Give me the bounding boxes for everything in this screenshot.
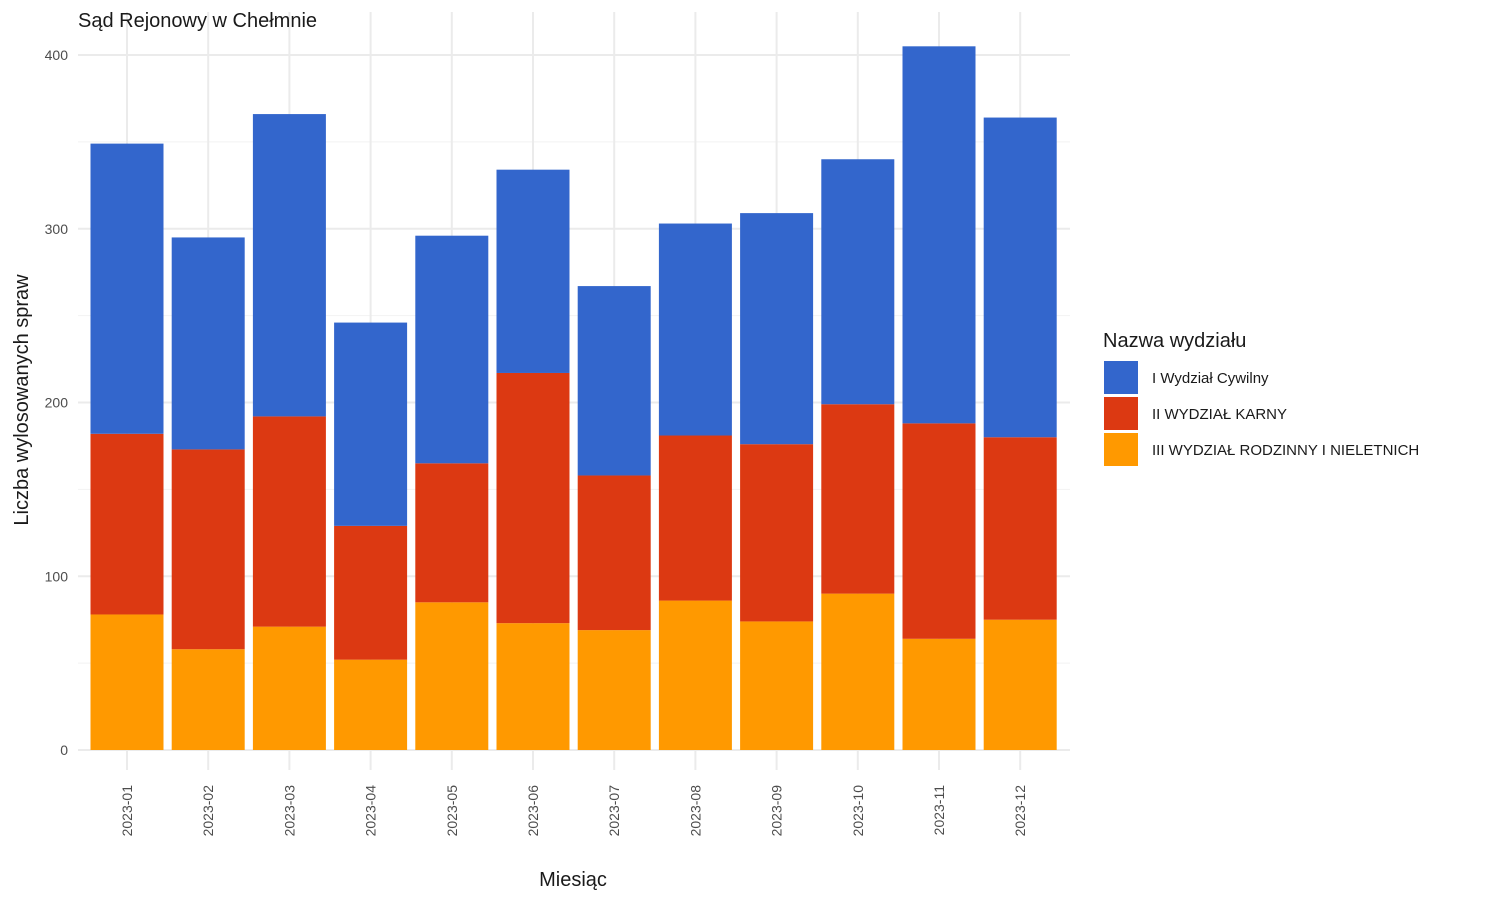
bar-segment — [902, 638, 976, 750]
x-tick-label: 2023-04 — [363, 785, 379, 837]
bar-segment — [90, 143, 164, 434]
y-axis-ticks: 0 100 200 300 400 — [45, 47, 69, 758]
legend-swatch — [1104, 433, 1138, 466]
bar-segment — [171, 649, 245, 750]
x-tick-label: 2023-09 — [769, 785, 785, 837]
bar-segment — [821, 159, 895, 405]
bar-segment — [983, 117, 1057, 438]
bar-segment — [496, 372, 570, 624]
x-tick-label: 2023-05 — [444, 785, 460, 837]
bar-segment — [983, 619, 1057, 750]
bar-segment — [334, 659, 408, 750]
bar-segment — [252, 626, 326, 750]
bar-segment — [415, 602, 489, 750]
legend-label: I Wydział Cywilny — [1152, 370, 1269, 387]
bar-segment — [334, 525, 408, 660]
x-tick-label: 2023-11 — [931, 785, 947, 836]
y-tick-label: 0 — [60, 742, 68, 758]
x-tick-label: 2023-10 — [850, 785, 866, 837]
bar-segment — [577, 286, 651, 476]
bar-segment — [658, 435, 732, 601]
x-tick-label: 2023-06 — [525, 785, 541, 837]
x-tick-label: 2023-01 — [119, 785, 135, 837]
bar-segment — [334, 322, 408, 526]
bar-segment — [902, 423, 976, 639]
y-tick-label: 300 — [45, 221, 69, 237]
x-axis-ticks: 2023-01 2023-02 2023-03 2023-04 2023-05 2023-… — [119, 785, 1028, 837]
x-tick-label: 2023-12 — [1012, 785, 1028, 837]
x-tick-label: 2023-02 — [200, 785, 216, 837]
x-axis-title: Miesiąc — [539, 869, 607, 891]
bar-segment — [171, 449, 245, 650]
legend-swatch — [1104, 361, 1138, 394]
legend-label: III WYDZIAŁ RODZINNY I NIELETNICH — [1152, 442, 1419, 459]
bar-segment — [90, 614, 164, 750]
y-tick-label: 100 — [45, 568, 69, 584]
legend-title: Nazwa wydziału — [1103, 330, 1246, 352]
bars-layer — [90, 46, 1057, 750]
bar-segment — [252, 114, 326, 417]
y-tick-label: 400 — [45, 47, 69, 63]
bar-segment — [252, 416, 326, 627]
x-tick-label: 2023-08 — [687, 785, 703, 837]
bar-segment — [821, 404, 895, 594]
bar-segment — [658, 600, 732, 750]
legend: Nazwa wydziału I Wydział Cywilny II WYDZI… — [1103, 330, 1419, 466]
bar-segment — [171, 237, 245, 450]
bar-segment — [577, 475, 651, 631]
bar-segment — [658, 223, 732, 436]
y-axis-title: Liczba wylosowanych spraw — [11, 274, 33, 526]
bar-segment — [740, 444, 814, 622]
bar-segment — [415, 463, 489, 603]
bar-segment — [496, 623, 570, 750]
bar-segment — [821, 593, 895, 750]
bar-segment — [983, 437, 1057, 620]
bar-segment — [577, 630, 651, 750]
y-tick-label: 200 — [45, 395, 69, 411]
x-tick-label: 2023-03 — [281, 785, 297, 837]
chart-title: Sąd Rejonowy w Chełmnie — [78, 10, 317, 32]
bar-segment — [90, 433, 164, 615]
bar-segment — [496, 169, 570, 373]
x-tick-label: 2023-07 — [606, 785, 622, 837]
bar-segment — [740, 213, 814, 445]
bar-segment — [415, 235, 489, 464]
legend-swatch — [1104, 397, 1138, 430]
bar-segment — [902, 46, 976, 424]
bar-segment — [740, 621, 814, 750]
legend-label: II WYDZIAŁ KARNY — [1152, 406, 1287, 423]
